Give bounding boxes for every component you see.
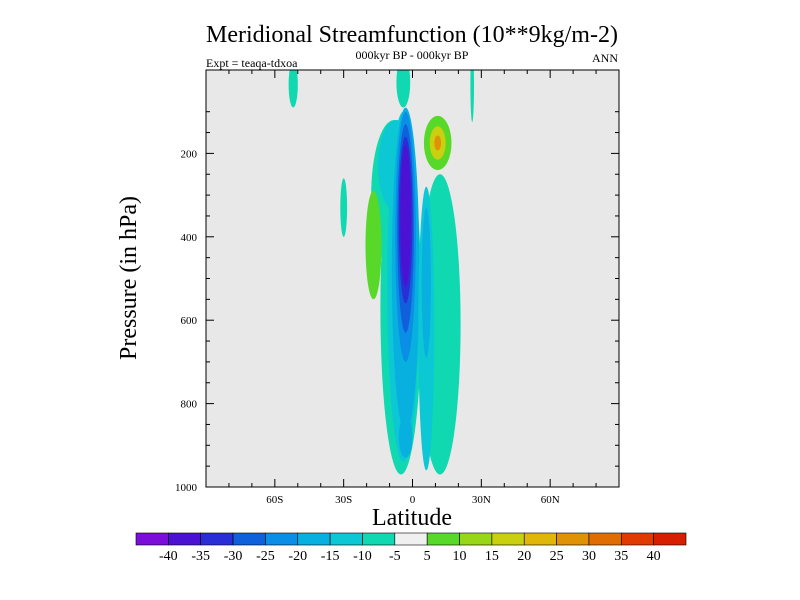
colorbar-label: -35	[191, 549, 210, 564]
colorbar-box	[491, 532, 525, 546]
colorbar-box	[653, 532, 687, 546]
contour-blob-nh-cell-l3	[421, 207, 431, 358]
contour-blob-sh-cell-l3-lower	[398, 416, 413, 458]
colorbar	[135, 532, 687, 546]
axis-ticks	[206, 70, 619, 488]
colorbar-box	[523, 532, 557, 546]
y-axis-label: Pressure (in hPa)	[116, 196, 142, 360]
y-tick-label: 800	[181, 399, 198, 411]
colorbar-label: -30	[224, 549, 243, 564]
colorbar-box	[329, 532, 363, 546]
contour-blob-nh-top-blob	[470, 70, 474, 123]
colorbar-label: 35	[614, 549, 628, 564]
colorbar-box	[362, 532, 396, 546]
colorbar-label: -40	[159, 549, 178, 564]
season-annotation: ANN	[592, 51, 618, 65]
colorbar-box	[556, 532, 590, 546]
x-tick-label: 30S	[335, 494, 352, 506]
colorbar-box	[588, 532, 622, 546]
x-tick-label: 60S	[266, 494, 283, 506]
colorbar-label: 5	[424, 549, 431, 564]
colorbar-label: 25	[550, 549, 564, 564]
colorbar-label: -20	[288, 549, 307, 564]
contour-blob-sh-small-blob	[340, 178, 348, 237]
contour-blob-sh-hadley-positive	[365, 190, 382, 300]
colorbar-label: -15	[321, 549, 340, 564]
contour-blob-sh-top-blob	[288, 70, 298, 108]
chart-title: Meridional Streamfunction (10**9kg/m-2)	[206, 22, 618, 48]
colorbar-box	[135, 532, 169, 546]
colorbar-label: 10	[453, 549, 467, 564]
colorbar-label: 30	[582, 549, 596, 564]
chart-subtitle: 000kyr BP - 000kyr BP	[356, 48, 469, 62]
colorbar-box	[265, 532, 299, 546]
colorbar-label: -25	[256, 549, 275, 564]
contour-blob-sh-cell-top	[396, 70, 411, 108]
colorbar-box	[200, 532, 234, 546]
colorbar-label: -5	[389, 549, 401, 564]
colorbar-box	[394, 532, 428, 546]
y-tick-label: 600	[181, 315, 198, 327]
x-tick-label: 30N	[472, 494, 491, 506]
x-tick-labels: 60S 30S 0 30N 60N	[266, 494, 559, 506]
y-tick-label: 1000	[175, 482, 198, 494]
x-axis-label: Latitude	[372, 505, 452, 531]
y-tick-label: 200	[181, 148, 198, 160]
colorbar-label: 40	[647, 549, 661, 564]
x-tick-label: 60N	[541, 494, 560, 506]
colorbar-label: -10	[353, 549, 372, 564]
colorbar-box	[620, 532, 654, 546]
colorbar-labels: -40 -35 -30 -25 -20 -15 -10 -5 5 10 15 20 25 30 35 40	[159, 549, 661, 564]
x-tick-label: 0	[410, 494, 416, 506]
y-tick-label: 400	[181, 232, 198, 244]
contour-fills	[288, 70, 474, 475]
colorbar-label: 15	[485, 549, 499, 564]
colorbar-box	[232, 532, 266, 546]
colorbar-label: 20	[517, 549, 531, 564]
colorbar-box	[426, 532, 460, 546]
contour-blob-upper-positive-core	[434, 135, 442, 151]
y-tick-labels: 200 400 600 800 1000	[175, 148, 198, 494]
contour-blob-sh-cell-l7	[400, 145, 411, 287]
colorbar-box	[297, 532, 331, 546]
colorbar-box	[459, 532, 493, 546]
expt-annotation: Expt = teaqa-tdxoa	[206, 56, 298, 70]
colorbar-box	[168, 532, 202, 546]
